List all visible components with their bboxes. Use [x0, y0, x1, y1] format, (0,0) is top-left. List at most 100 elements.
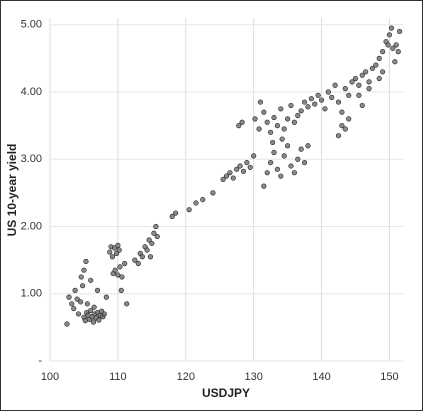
data-point [169, 213, 175, 220]
data-point [271, 149, 277, 156]
data-point [363, 69, 369, 75]
data-point [64, 321, 70, 327]
data-point [227, 170, 233, 176]
data-point [247, 164, 253, 170]
data-point [298, 146, 304, 152]
data-point [268, 129, 274, 135]
data-point [172, 210, 179, 216]
data-point [264, 170, 270, 176]
data-point [109, 254, 116, 260]
data-point [305, 104, 311, 110]
x-tick-label: 150 [380, 371, 398, 383]
x-tick-label: 140 [312, 371, 330, 383]
data-point [139, 254, 145, 260]
data-point [81, 267, 87, 273]
data-point [88, 307, 94, 314]
data-point [210, 190, 216, 196]
data-point [75, 311, 82, 317]
data-point [96, 317, 102, 323]
data-point [291, 119, 297, 125]
data-point [132, 257, 138, 263]
data-point [332, 82, 338, 88]
data-point [83, 258, 89, 265]
data-point [107, 249, 113, 255]
data-point [386, 32, 393, 38]
data-point [335, 99, 342, 105]
data-point [284, 143, 291, 149]
data-point [220, 176, 226, 183]
y-tick-label: 5.00 [21, 19, 42, 31]
data-point [236, 123, 242, 129]
data-point [117, 264, 123, 270]
data-point [335, 133, 342, 139]
data-point [264, 119, 270, 125]
data-point [261, 109, 267, 115]
data-point [84, 301, 90, 307]
data-point [79, 283, 86, 289]
data-point [392, 59, 398, 65]
data-point [268, 159, 274, 166]
data-point [385, 42, 391, 48]
data-point [284, 116, 291, 122]
data-point [135, 260, 141, 267]
data-point [153, 223, 159, 230]
data-point [91, 304, 97, 310]
data-point [271, 114, 277, 121]
data-point [369, 65, 376, 72]
data-point [149, 240, 155, 246]
data-point [295, 156, 301, 162]
data-point [256, 126, 262, 132]
data-point [193, 200, 199, 206]
data-point [366, 86, 372, 92]
data-point [288, 102, 294, 109]
data-point [346, 92, 352, 98]
data-point [301, 99, 308, 105]
x-axis-title: USDJPY [202, 386, 250, 400]
data-point [366, 79, 372, 85]
data-point [325, 89, 331, 95]
data-point [119, 274, 125, 280]
data-point [380, 49, 386, 55]
x-tick-label: 100 [41, 371, 59, 383]
data-point [281, 153, 287, 159]
data-point [237, 163, 243, 169]
data-point [146, 237, 152, 243]
data-point [230, 175, 236, 181]
data-point [308, 96, 314, 102]
data-point [270, 139, 276, 146]
y-tick-label: - [38, 355, 42, 367]
data-point [278, 106, 284, 112]
data-point [118, 287, 124, 293]
data-point [356, 92, 362, 98]
data-point [356, 82, 362, 88]
data-point [312, 101, 318, 107]
y-axis-title: US 10-year yield [5, 144, 19, 237]
y-tick-label: 2.00 [21, 220, 42, 232]
data-point [342, 86, 348, 92]
data-point [278, 173, 284, 179]
data-point [77, 299, 84, 305]
data-point [274, 166, 281, 172]
data-point [124, 301, 130, 307]
data-point [78, 274, 84, 280]
data-point [373, 62, 379, 68]
data-point [388, 25, 395, 31]
y-tick-label: 1.00 [21, 288, 42, 300]
data-point [115, 242, 121, 248]
data-point [349, 79, 355, 85]
data-point [342, 126, 348, 132]
data-point [111, 245, 118, 251]
data-point [144, 247, 150, 253]
data-point [112, 267, 118, 273]
data-point [71, 305, 77, 312]
data-point [154, 233, 160, 240]
data-point [281, 126, 287, 132]
data-point [74, 296, 80, 302]
data-point [279, 136, 285, 142]
data-point [116, 247, 122, 253]
data-point [339, 123, 345, 129]
data-point [257, 99, 264, 105]
data-point [397, 28, 403, 35]
data-point [90, 319, 97, 325]
